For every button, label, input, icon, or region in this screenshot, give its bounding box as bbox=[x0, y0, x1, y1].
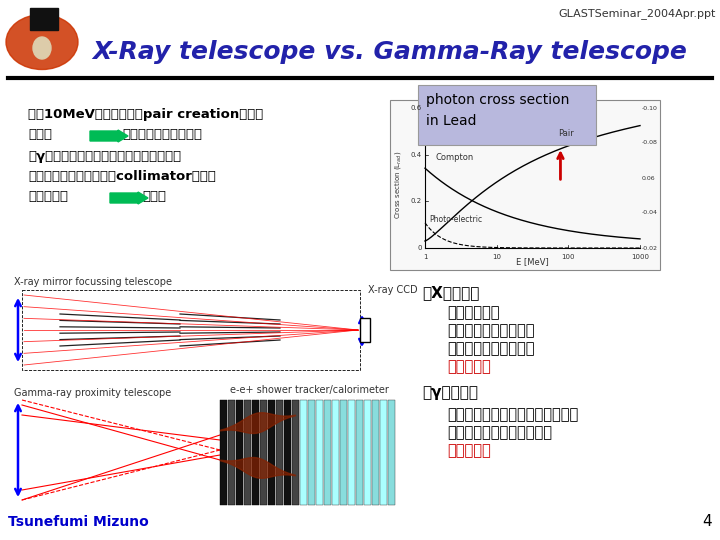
Text: ・中程度の有効面積、エネルギー: ・中程度の有効面積、エネルギー bbox=[447, 407, 578, 422]
Text: 0.4: 0.4 bbox=[411, 152, 422, 158]
Text: 分解能、バックグラウンド: 分解能、バックグラウンド bbox=[447, 425, 552, 440]
Bar bbox=[324, 400, 331, 505]
Text: 4: 4 bbox=[703, 515, 712, 530]
Bar bbox=[276, 400, 283, 505]
Bar bbox=[236, 400, 243, 505]
Text: 0.6: 0.6 bbox=[410, 105, 422, 111]
Bar bbox=[30, 8, 58, 30]
Text: Tsunefumi Mizuno: Tsunefumi Mizuno bbox=[8, 515, 149, 529]
Text: 0: 0 bbox=[418, 245, 422, 251]
Text: X-Ray telescope vs. Gamma-Ray telescope: X-Ray telescope vs. Gamma-Ray telescope bbox=[93, 40, 688, 64]
Text: Pair: Pair bbox=[558, 129, 574, 138]
Text: 1000: 1000 bbox=[631, 254, 649, 260]
Text: Cross section (L$_{rad}$): Cross section (L$_{rad}$) bbox=[393, 151, 403, 219]
Text: GLASTSeminar_2004Apr.ppt: GLASTSeminar_2004Apr.ppt bbox=[559, 8, 716, 19]
Text: する。: する。 bbox=[28, 128, 52, 141]
Bar bbox=[388, 400, 395, 505]
Bar bbox=[316, 400, 323, 505]
Bar bbox=[418, 85, 596, 145]
Bar bbox=[244, 400, 251, 505]
Bar bbox=[380, 400, 387, 505]
Bar bbox=[332, 400, 339, 505]
Text: Gamma-ray proximity telescope: Gamma-ray proximity telescope bbox=[14, 388, 171, 398]
Text: 1: 1 bbox=[423, 254, 427, 260]
Text: 広いエネルギーバンド: 広いエネルギーバンド bbox=[122, 128, 202, 141]
FancyArrow shape bbox=[110, 192, 148, 204]
Text: -0.04: -0.04 bbox=[642, 211, 658, 215]
Bar bbox=[360, 318, 370, 342]
Text: ・低バックグラウンド: ・低バックグラウンド bbox=[447, 341, 534, 356]
Ellipse shape bbox=[6, 15, 78, 70]
Bar bbox=[292, 400, 299, 505]
Text: ・大有効面積: ・大有効面積 bbox=[447, 305, 500, 320]
Text: X-ray mirror focussing telescope: X-ray mirror focussing telescope bbox=[14, 277, 172, 287]
Bar bbox=[364, 400, 371, 505]
Bar bbox=[348, 400, 355, 505]
Text: e-e+ shower tracker/calorimeter: e-e+ shower tracker/calorimeter bbox=[230, 385, 389, 395]
Bar bbox=[300, 400, 307, 505]
Text: X-ray CCD: X-ray CCD bbox=[368, 285, 418, 295]
Text: 子陽電子対が持つため、collimatorや光学: 子陽電子対が持つため、collimatorや光学 bbox=[28, 170, 216, 183]
Bar bbox=[390, 100, 660, 270]
Text: ・γ線望遠鏡: ・γ線望遠鏡 bbox=[422, 385, 478, 400]
Text: -0.10: -0.10 bbox=[642, 105, 658, 111]
Text: ・高エネルギー分解能: ・高エネルギー分解能 bbox=[447, 323, 534, 338]
Text: ・X線望遠鏡: ・X線望遠鏡 bbox=[422, 285, 480, 300]
Text: ・広い視野: ・広い視野 bbox=[447, 443, 491, 458]
Bar bbox=[340, 400, 347, 505]
Bar bbox=[220, 400, 227, 505]
Text: -0.08: -0.08 bbox=[642, 140, 658, 145]
Bar bbox=[356, 400, 363, 505]
Bar bbox=[260, 400, 267, 505]
FancyArrow shape bbox=[90, 130, 128, 142]
Text: 0.06: 0.06 bbox=[642, 176, 656, 180]
Text: 0.2: 0.2 bbox=[411, 198, 422, 204]
Bar bbox=[372, 400, 379, 505]
Text: photon cross section
in Lead: photon cross section in Lead bbox=[426, 93, 570, 127]
Text: 100: 100 bbox=[562, 254, 575, 260]
Bar bbox=[284, 400, 291, 505]
Text: -0.02: -0.02 bbox=[642, 246, 658, 251]
Text: 広視野: 広視野 bbox=[142, 190, 166, 203]
Bar bbox=[228, 400, 235, 505]
Bar bbox=[308, 400, 315, 505]
Text: 10: 10 bbox=[492, 254, 501, 260]
Text: 系が不要。: 系が不要。 bbox=[28, 190, 68, 203]
Text: Photo-electric: Photo-electric bbox=[429, 215, 482, 225]
Text: E [MeV]: E [MeV] bbox=[516, 258, 549, 267]
Bar bbox=[268, 400, 275, 505]
Ellipse shape bbox=[33, 37, 51, 59]
Text: ・数10MeV以上の領域はpair creationが卓越: ・数10MeV以上の領域はpair creationが卓越 bbox=[28, 108, 264, 121]
Text: ・狭い視野: ・狭い視野 bbox=[447, 359, 491, 374]
Bar bbox=[252, 400, 259, 505]
Text: ・γ線の到来方向の情報は対生成された電: ・γ線の到来方向の情報は対生成された電 bbox=[28, 150, 181, 163]
Text: Compton: Compton bbox=[436, 152, 474, 161]
